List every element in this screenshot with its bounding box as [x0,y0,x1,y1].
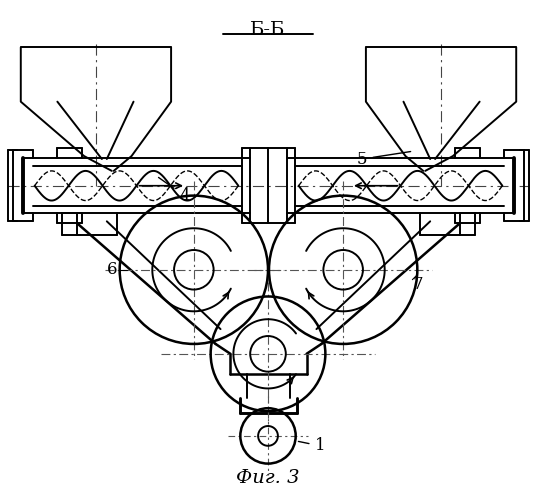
Text: 1: 1 [299,438,325,454]
Text: 6: 6 [106,262,117,278]
Text: Б-Б: Б-Б [250,20,286,38]
Text: 7: 7 [413,276,424,293]
Text: Фиг. 3: Фиг. 3 [236,470,300,488]
Text: 4: 4 [158,178,190,204]
Text: 5: 5 [357,150,411,168]
